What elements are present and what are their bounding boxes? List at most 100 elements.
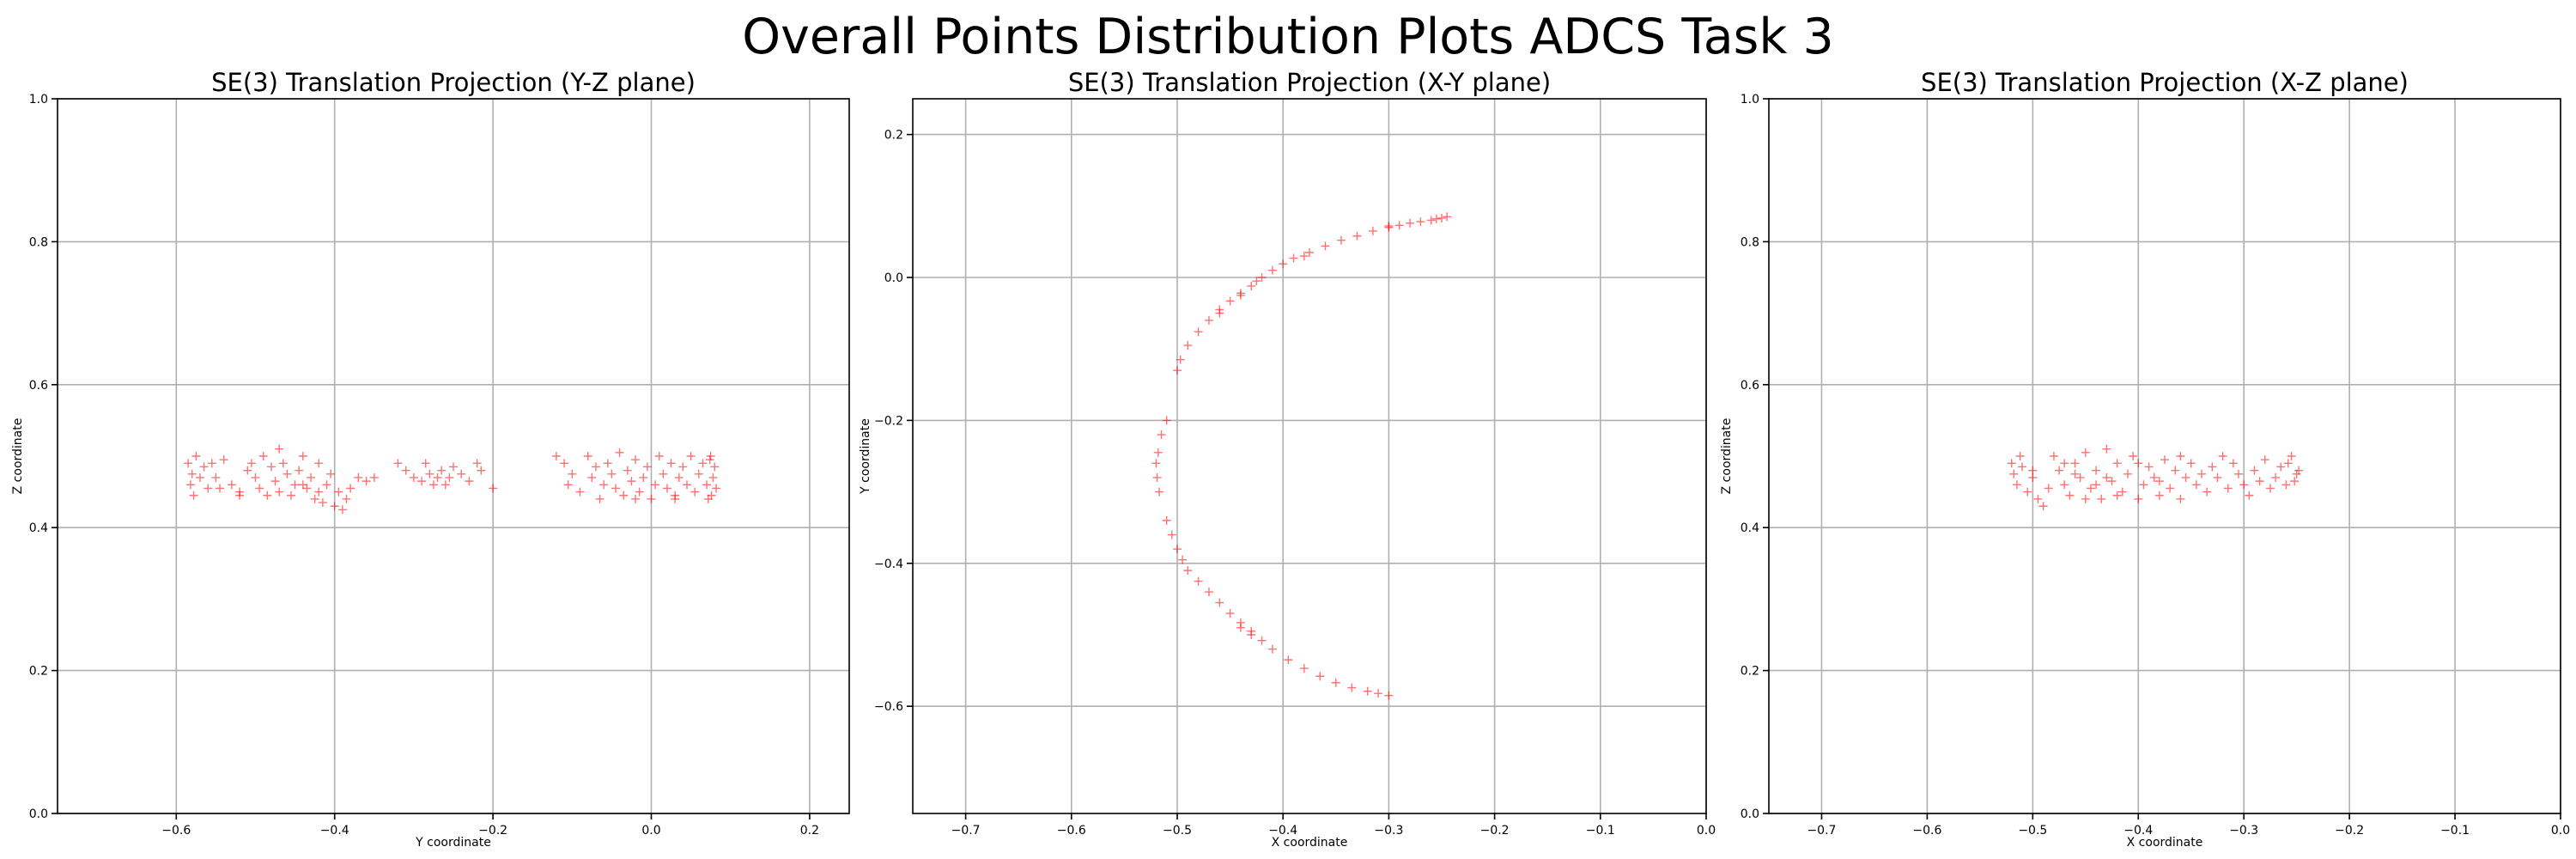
xy-data-point <box>1257 273 1267 282</box>
yz-data-point <box>184 459 193 468</box>
xz-data-point <box>2134 494 2143 503</box>
xz-data-point <box>2171 466 2180 475</box>
xy-data-point <box>1416 217 1425 227</box>
yz-data-point <box>678 462 688 472</box>
yz-data-point <box>191 452 201 460</box>
yz-xtick-label: −0.2 <box>478 824 507 838</box>
yz-ytick-label: 0.6 <box>29 379 48 393</box>
yz-data-point <box>611 484 621 493</box>
yz-data-point <box>551 452 561 460</box>
yz-data-point <box>302 484 312 493</box>
yz-data-point <box>322 480 331 490</box>
yz-data-point <box>595 494 605 503</box>
yz-data-point <box>369 472 379 482</box>
yz-data-point <box>710 462 720 472</box>
xz-data-point <box>2234 469 2244 478</box>
xy-data-point <box>1152 472 1162 482</box>
yz-data-point <box>587 472 597 482</box>
xy-data-point <box>1299 664 1309 673</box>
yz-data-point <box>698 459 708 468</box>
yz-data-point <box>251 472 260 482</box>
yz-data-point <box>275 487 284 497</box>
yz-data-point <box>706 452 715 460</box>
xz-xtick-label: −0.4 <box>2123 824 2153 838</box>
xz-data-point <box>2070 459 2080 468</box>
xz-data-point <box>2218 452 2227 460</box>
xz-data-point <box>2181 472 2190 482</box>
xy-ytick-label: −0.6 <box>874 700 903 714</box>
yz-data-point <box>318 498 327 508</box>
xy-xtick-label: −0.6 <box>1057 824 1086 838</box>
xz-data-point <box>2154 490 2164 500</box>
xz-panel-title: SE(3) Translation Projection (X-Z plane) <box>1921 68 2409 97</box>
yz-data-point <box>682 480 691 490</box>
yz-data-point <box>246 459 256 468</box>
xz-data-point <box>2075 472 2085 482</box>
yz-data-point <box>270 477 280 486</box>
yz-data-point <box>449 462 458 472</box>
yz-data-point <box>635 487 644 497</box>
xz-data-point <box>2294 466 2304 475</box>
yz-data-point <box>563 480 573 490</box>
yz-data-point <box>702 480 712 490</box>
xz-data-point <box>2149 472 2159 482</box>
xy-data-point <box>1368 226 1377 235</box>
xy-data-point <box>1178 555 1188 564</box>
xz-data-point <box>2097 494 2106 503</box>
yz-data-point <box>189 490 198 500</box>
xy-data-point <box>1155 487 1164 497</box>
yz-data-point <box>204 484 213 493</box>
yz-data-point <box>346 484 355 493</box>
yz-data-point <box>314 459 324 468</box>
xz-data-point <box>2197 469 2207 478</box>
xy-data-point <box>1321 241 1330 251</box>
xz-ytick-label: 1.0 <box>1741 93 1759 107</box>
xz-data-point <box>2213 472 2222 482</box>
xy-xtick-label: −0.3 <box>1374 824 1403 838</box>
xy-data-point <box>1267 644 1277 654</box>
xy-data-point <box>1151 459 1161 468</box>
xy-data-point <box>1257 636 1267 645</box>
xz-data-point <box>2255 477 2264 486</box>
yz-data-point <box>712 484 721 493</box>
yz-scatter-points <box>184 444 721 515</box>
xz-axes-frame <box>1768 98 2561 814</box>
xz-yaxis-label: Z coordinate <box>1720 418 1734 495</box>
yz-data-point <box>421 459 430 468</box>
xz-xtick-label: −0.2 <box>2335 824 2364 838</box>
yz-data-point <box>489 484 498 493</box>
yz-data-point <box>219 455 228 465</box>
xy-data-point <box>1157 430 1166 440</box>
yz-yaxis-label: Z coordinate <box>11 418 25 495</box>
xz-xtick-label: −0.5 <box>2018 824 2047 838</box>
yz-data-point <box>361 477 371 486</box>
xz-data-point <box>2009 469 2019 478</box>
xz-scatter-points <box>2007 444 2304 511</box>
yz-data-point <box>258 452 268 460</box>
yz-data-point <box>255 484 264 493</box>
yz-ytick-label: 0.2 <box>29 665 48 679</box>
yz-data-point <box>428 480 438 490</box>
yz-data-point <box>647 494 656 503</box>
yz-data-point <box>393 459 403 468</box>
xy-data-point <box>1225 609 1235 618</box>
yz-data-point <box>666 459 676 468</box>
xy-gridlines <box>913 99 1707 813</box>
xz-xaxis-label: X coordinate <box>2127 836 2203 850</box>
xz-data-point <box>2271 472 2281 482</box>
yz-data-point <box>477 466 486 475</box>
yz-data-point <box>227 480 236 490</box>
xz-data-point <box>2239 480 2249 490</box>
xz-data-point <box>2007 459 2016 468</box>
xy-data-point <box>1247 281 1256 290</box>
xy-projection-panel: SE(3) Translation Projection (X-Y plane)… <box>859 68 1716 850</box>
xz-ytick-label: 0.6 <box>1741 379 1759 393</box>
yz-gridlines <box>58 98 849 814</box>
xz-ytick-label: 0.8 <box>1741 235 1759 249</box>
yz-projection-panel: SE(3) Translation Projection (Y-Z plane)… <box>11 68 850 850</box>
xz-data-point <box>2223 484 2233 493</box>
xz-data-point <box>2123 469 2132 478</box>
yz-data-point <box>401 466 410 475</box>
yz-xtick-label: −0.4 <box>320 824 349 838</box>
xy-xtick-label: −0.4 <box>1268 824 1297 838</box>
